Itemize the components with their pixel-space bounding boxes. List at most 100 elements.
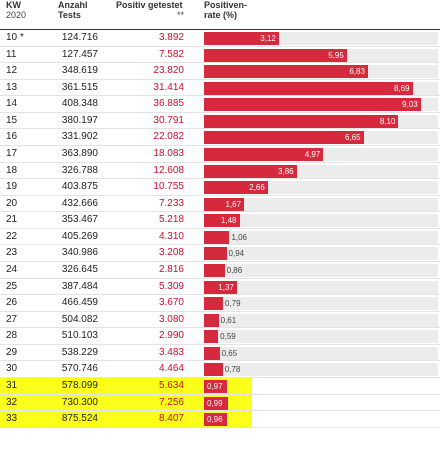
table-row: 0,99 32 730.300 7.256: [0, 395, 440, 412]
rate-label: 8,10: [379, 116, 396, 126]
row-positive: 5.309: [158, 280, 184, 292]
row-kw: 15: [6, 114, 18, 126]
rate-bar: [204, 98, 421, 112]
row-kw: 13: [6, 81, 18, 93]
header-rate: Positiven- rate (%): [204, 0, 247, 20]
row-kw: 31: [6, 379, 18, 391]
row-positive: 22.082: [153, 131, 184, 143]
table-row: 5,95 11 127.457 7.582: [0, 47, 440, 64]
row-positive: 18.083: [153, 147, 184, 159]
table-row: 6,65 16 331.902 22.082: [0, 129, 440, 146]
rate-label: 2,66: [249, 183, 265, 193]
header-tests-label: Anzahl: [58, 0, 88, 10]
row-kw: 26: [6, 297, 18, 309]
table-row: 0,86 24 326.645 2.816: [0, 262, 440, 279]
row-kw: 16: [6, 131, 18, 143]
rate-bar: [204, 197, 245, 211]
row-divider: [0, 260, 440, 262]
rate-label: 3,86: [278, 166, 294, 176]
rate-label: 4,97: [304, 149, 321, 159]
row-tests: 127.457: [61, 48, 98, 60]
rate-bar-track: [204, 297, 438, 311]
table-row: 1,06 22 405.269 4.310: [0, 229, 440, 246]
rate-bar: [204, 214, 240, 228]
row-positive: 3.080: [158, 313, 184, 325]
row-divider: [0, 78, 440, 80]
row-tests: 353.467: [61, 214, 98, 226]
table-row: 4,97 17 363.890 18.083: [0, 146, 440, 163]
rate-label: 0,65: [221, 348, 238, 358]
row-tests: 361.515: [61, 81, 98, 93]
row-tests: 363.890: [61, 147, 98, 159]
row-tests: 124.716: [61, 32, 98, 43]
row-tests: 380.197: [61, 114, 98, 126]
row-divider: [0, 62, 440, 64]
header-tests: Anzahl Tests: [58, 0, 88, 20]
row-positive: 8.407: [158, 413, 184, 425]
row-kw: 17: [6, 147, 18, 159]
row-kw: 24: [6, 263, 18, 275]
rate-bar-track: [204, 313, 438, 327]
row-positive: 36.885: [153, 98, 184, 110]
rate-bar-track: [204, 230, 438, 244]
row-tests: 578.099: [61, 379, 98, 391]
row-kw: 12: [6, 65, 18, 77]
row-divider: [0, 45, 440, 47]
row-divider: [0, 211, 440, 213]
row-kw: 33: [6, 413, 18, 425]
header-divider: [0, 29, 440, 30]
rate-bar: [204, 413, 228, 427]
table-row: 0,79 26 466.459 3.670: [0, 295, 440, 312]
table-row: 0,78 30 570.746 4.464: [0, 361, 440, 378]
row-divider: [0, 227, 440, 229]
row-positive: 7.233: [158, 197, 184, 209]
rate-bar: [204, 81, 413, 95]
rate-bar: [204, 230, 230, 244]
row-divider: [0, 360, 440, 362]
rate-label: 9,03: [402, 100, 418, 110]
rate-bar: [204, 32, 279, 45]
rate-bar: [204, 114, 399, 128]
table-row: 8,10 15 380.197 30.791: [0, 113, 440, 130]
rate-bar: [204, 247, 227, 261]
row-positive: 3.208: [158, 247, 184, 259]
row-kw: 19: [6, 181, 18, 193]
row-divider: [0, 95, 440, 97]
row-positive: 3.670: [158, 297, 184, 309]
rate-bar: [204, 181, 268, 195]
row-positive: 4.464: [158, 363, 184, 375]
row-divider: [0, 294, 440, 296]
rate-label: 0,99: [207, 398, 223, 408]
row-tests: 875.524: [61, 413, 98, 425]
row-positive: 3.892: [158, 32, 184, 43]
row-tests: 432.666: [61, 197, 98, 209]
rate-bar: [204, 396, 228, 410]
row-tests: 326.788: [61, 164, 98, 176]
row-tests: 510.103: [61, 330, 98, 342]
table-row: 1,48 21 353.467 5.218: [0, 212, 440, 229]
rate-bar-track: [204, 263, 438, 277]
rate-label: 0,79: [224, 299, 241, 309]
row-tests: 387.484: [61, 280, 98, 292]
table-row: 0,65 29 538.229 3.483: [0, 345, 440, 362]
row-divider: [0, 111, 440, 113]
rate-label: 6,83: [349, 67, 365, 77]
rate-bar-track: [204, 363, 438, 377]
row-divider: [0, 194, 440, 196]
row-kw: 25: [6, 280, 18, 292]
row-positive: 5.218: [158, 214, 184, 226]
row-divider: [0, 128, 440, 130]
row-kw: 11: [6, 48, 17, 60]
rate-label: 1,37: [218, 282, 234, 292]
row-positive: 3.483: [158, 346, 184, 358]
header-rate-label: Positiven-: [204, 0, 248, 10]
rate-bar: [204, 330, 219, 344]
row-divider: [0, 244, 440, 246]
table-row: 6,83 12 348.619 23.820: [0, 63, 440, 80]
table-row: 0,96 33 875.524 8.407: [0, 411, 440, 428]
row-positive: 4.310: [158, 230, 184, 242]
rate-label: 0,59: [220, 332, 236, 342]
row-tests: 570.746: [61, 363, 98, 375]
rate-bar: [204, 363, 223, 377]
row-tests: 331.902: [61, 131, 98, 143]
